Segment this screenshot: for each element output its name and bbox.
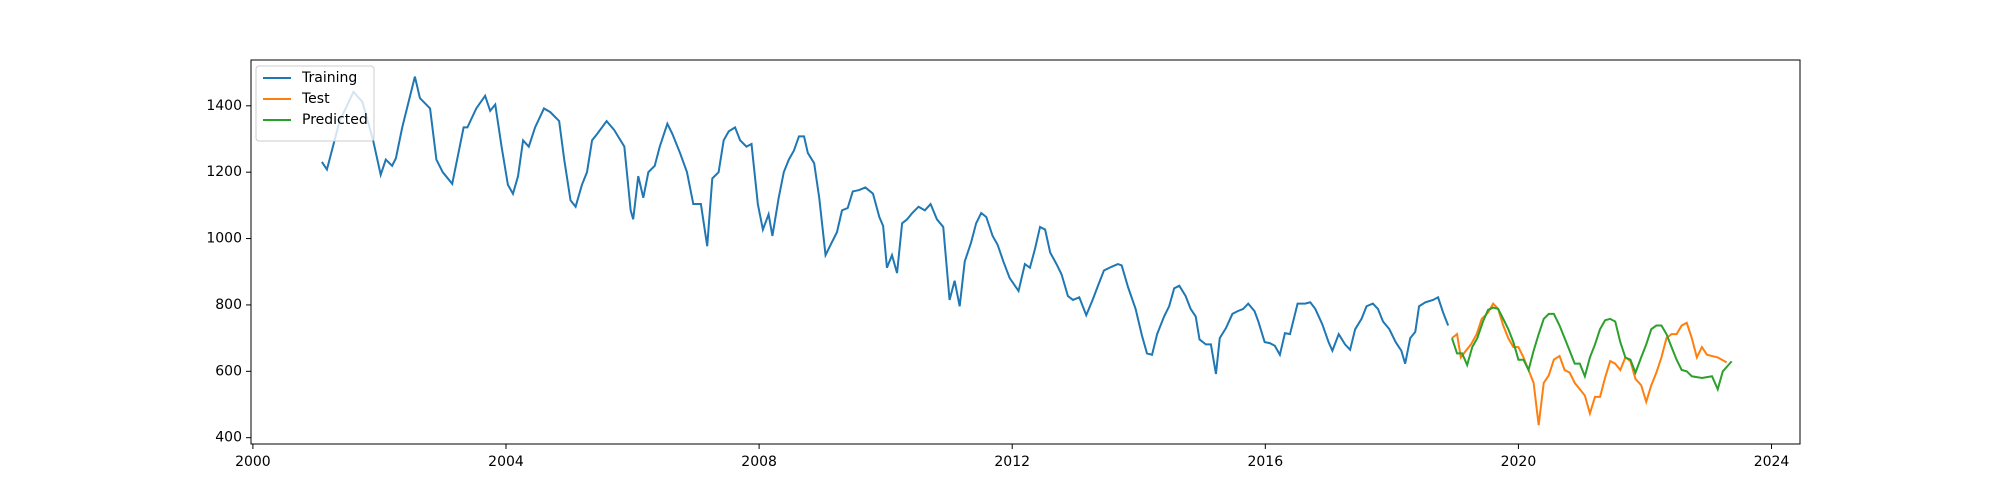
legend-box <box>255 65 375 142</box>
y-tick-label: 1200 <box>206 164 242 180</box>
series-line <box>1451 306 1733 393</box>
x-tick-label: 2000 <box>235 454 271 470</box>
series-line <box>321 76 1450 375</box>
x-tick-label: 2016 <box>1247 454 1283 470</box>
x-tick-label: 2004 <box>488 454 524 470</box>
y-tick-label: 1000 <box>206 231 242 247</box>
legend-label: Test <box>301 91 330 107</box>
y-tick-label: 800 <box>215 297 242 313</box>
y-tick-label: 400 <box>215 430 242 446</box>
x-tick-label: 2012 <box>994 454 1030 470</box>
x-tick-label: 2024 <box>1754 454 1790 470</box>
plot-frame <box>250 59 1801 445</box>
x-tick-label: 2008 <box>741 454 777 470</box>
series-line <box>1451 301 1728 426</box>
y-tick-label: 1400 <box>206 98 242 114</box>
x-tick-label: 2020 <box>1501 454 1537 470</box>
y-tick-label: 600 <box>215 363 242 379</box>
legend-label: Training <box>301 70 357 86</box>
legend-label: Predicted <box>302 112 368 128</box>
